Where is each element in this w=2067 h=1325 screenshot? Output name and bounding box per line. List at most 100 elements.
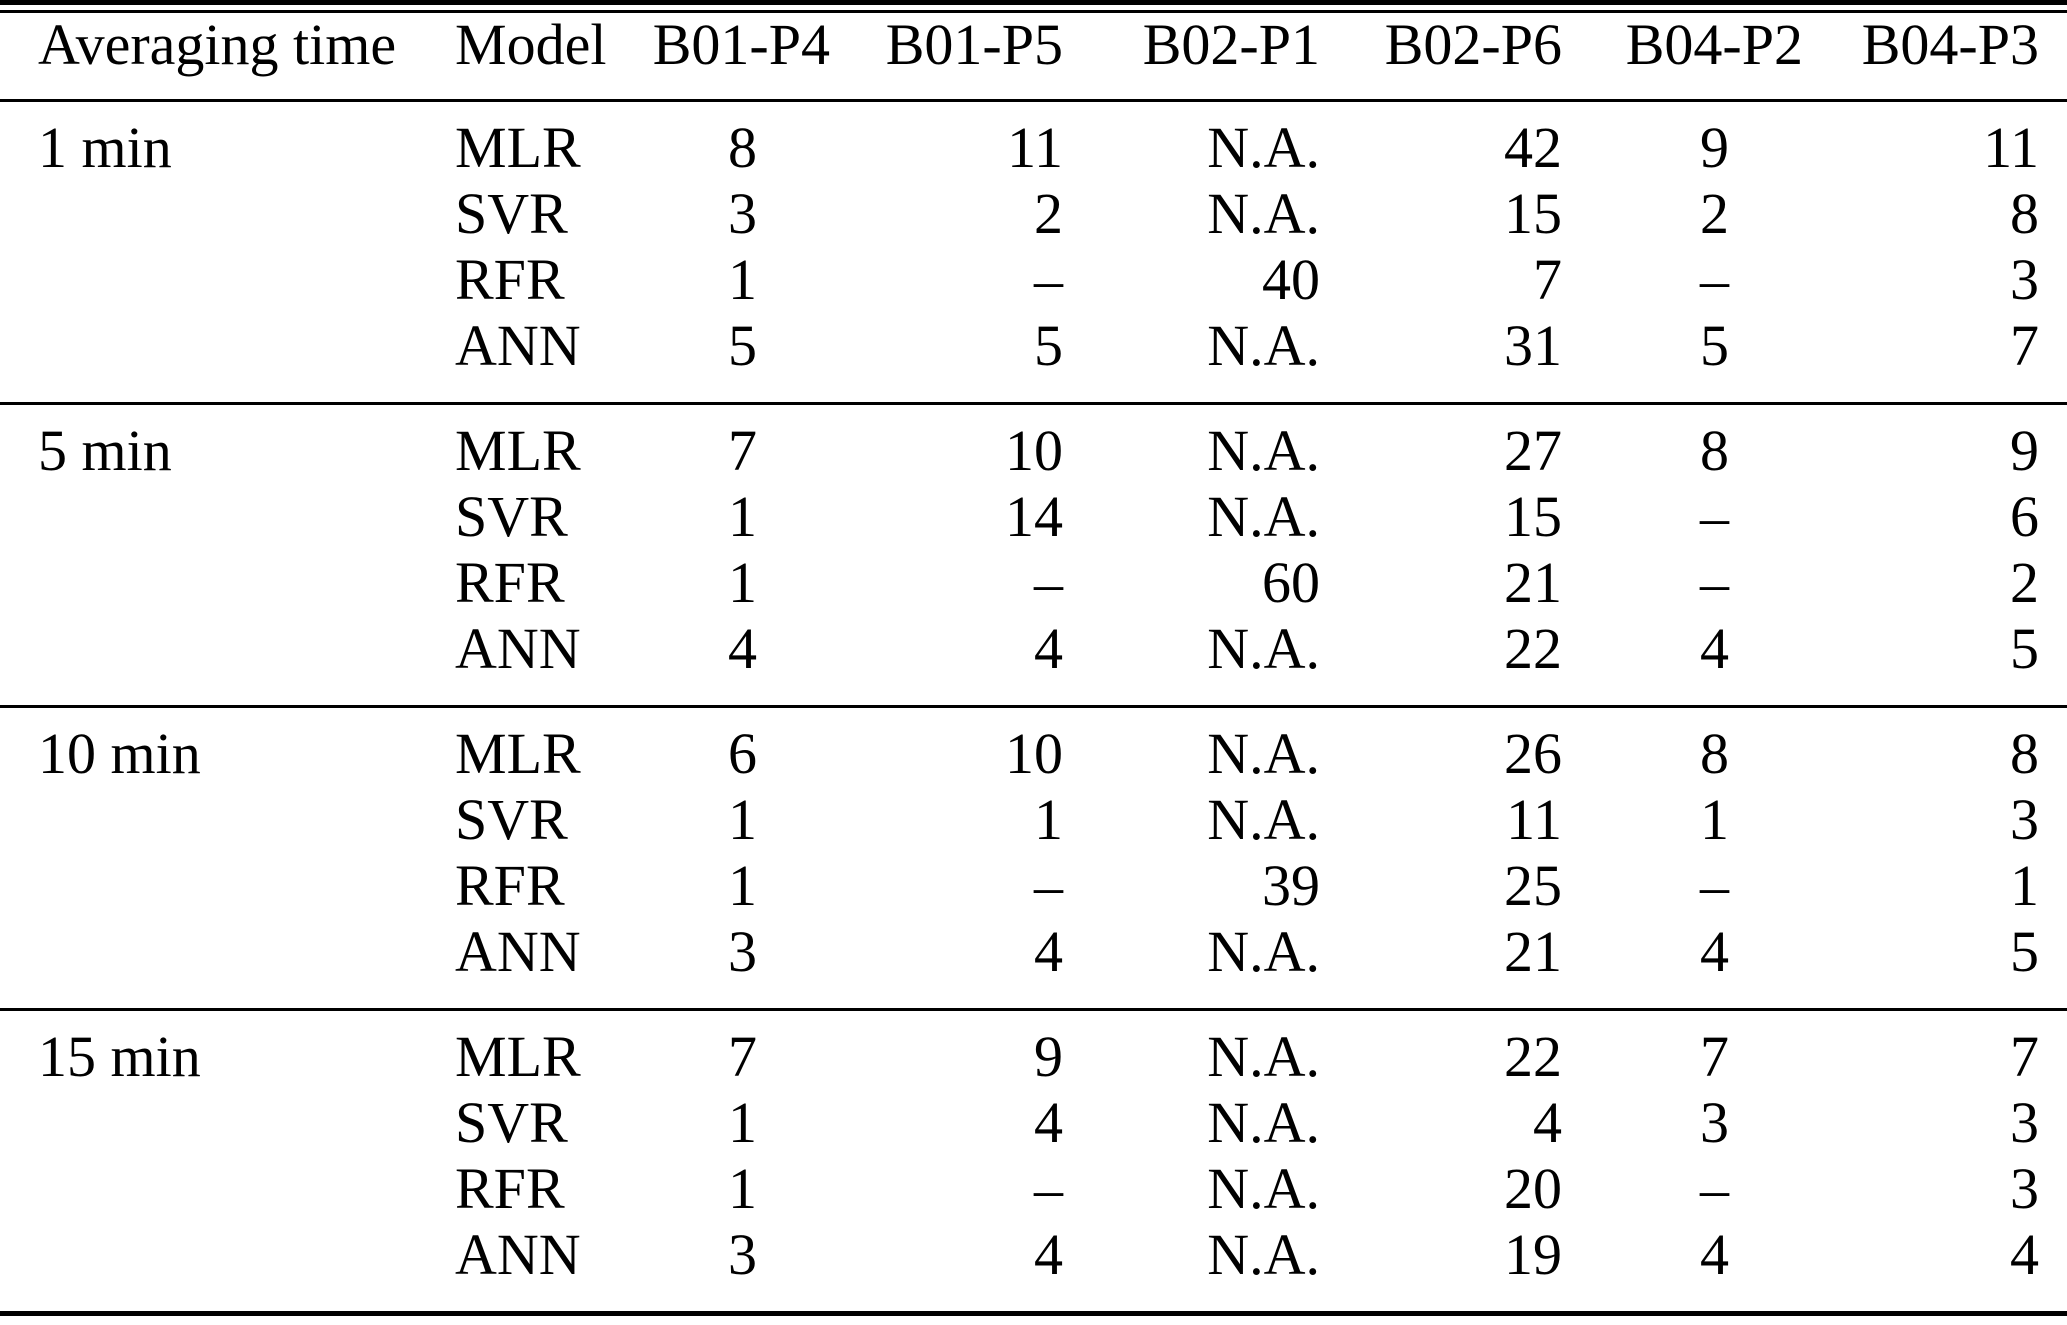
value-cell: 31 (1504, 312, 1562, 378)
value-cell: N.A. (1207, 786, 1320, 852)
time-cell: 15 min (38, 1023, 201, 1089)
value-cell: 9 (2010, 417, 2039, 483)
value-cell: N.A. (1207, 1155, 1320, 1221)
table-row: RFR 1 – 60 21 – 2 (0, 550, 2067, 616)
col-header-b01-p5: B01-P5 (885, 12, 1063, 77)
value-cell: 11 (1007, 114, 1063, 180)
value-cell: 19 (1504, 1221, 1562, 1287)
results-table: Averaging time Model B01-P4 B01-P5 B02-P… (0, 13, 2067, 1316)
table-top-rule-thick (0, 0, 2067, 5)
value-cell: 7 (2010, 1023, 2039, 1089)
table-row: ANN 3 4 N.A. 19 4 4 (0, 1222, 2067, 1314)
value-cell: 22 (1504, 615, 1562, 681)
value-cell: 26 (1504, 720, 1562, 786)
value-cell: 1 (728, 483, 757, 549)
table-header: Averaging time Model B01-P4 B01-P5 B02-P… (0, 13, 2067, 100)
value-cell: 25 (1504, 852, 1562, 918)
value-cell: 1 (728, 246, 757, 312)
value-cell: 3 (728, 918, 757, 984)
table-row: ANN 3 4 N.A. 21 4 5 (0, 919, 2067, 1010)
value-cell: 3 (1700, 1089, 1729, 1155)
value-cell: 1 (1034, 786, 1063, 852)
value-cell: 8 (1700, 720, 1729, 786)
time-cell (0, 787, 440, 853)
value-cell: – (1034, 852, 1063, 918)
table-row: 10 min MLR 6 10 N.A. 26 8 8 (0, 706, 2067, 787)
table-row: 15 min MLR 7 9 N.A. 22 7 7 (0, 1009, 2067, 1090)
value-cell: 3 (2010, 246, 2039, 312)
value-cell: 3 (728, 180, 757, 246)
value-cell: – (1700, 549, 1729, 615)
value-cell: 1 (1700, 786, 1729, 852)
model-cell: ANN (455, 615, 581, 681)
table-row: SVR 1 1 N.A. 11 1 3 (0, 787, 2067, 853)
value-cell: 7 (728, 417, 757, 483)
value-cell: 8 (728, 114, 757, 180)
value-cell: 1 (728, 852, 757, 918)
col-header-b01-p4: B01-P4 (652, 12, 830, 77)
table-row: RFR 1 – 40 7 – 3 (0, 247, 2067, 313)
table-row: SVR 3 2 N.A. 15 2 8 (0, 181, 2067, 247)
value-cell: 21 (1504, 918, 1562, 984)
value-cell: – (1034, 1155, 1063, 1221)
value-cell: – (1034, 549, 1063, 615)
col-header-b04-p2: B04-P2 (1625, 12, 1803, 77)
header-row: Averaging time Model B01-P4 B01-P5 B02-P… (0, 13, 2067, 100)
table-row: ANN 5 5 N.A. 31 5 7 (0, 313, 2067, 404)
value-cell: 4 (1700, 1221, 1729, 1287)
value-cell: 40 (1262, 246, 1320, 312)
value-cell: 2 (1700, 180, 1729, 246)
value-cell: 3 (2010, 1089, 2039, 1155)
value-cell: 4 (1034, 1089, 1063, 1155)
time-cell (0, 313, 440, 404)
model-cell: MLR (455, 417, 581, 483)
value-cell: N.A. (1207, 417, 1320, 483)
value-cell: 11 (1506, 786, 1562, 852)
value-cell: 8 (2010, 720, 2039, 786)
value-cell: 15 (1504, 483, 1562, 549)
value-cell: 7 (1533, 246, 1562, 312)
model-cell: MLR (455, 114, 581, 180)
value-cell: 5 (1034, 312, 1063, 378)
value-cell: N.A. (1207, 312, 1320, 378)
time-group-15min: 15 min MLR 7 9 N.A. 22 7 7 SVR 1 4 N.A. … (0, 1009, 2067, 1313)
value-cell: – (1700, 1155, 1729, 1221)
time-cell (0, 484, 440, 550)
value-cell: 60 (1262, 549, 1320, 615)
table-row: 5 min MLR 7 10 N.A. 27 8 9 (0, 403, 2067, 484)
value-cell: N.A. (1207, 615, 1320, 681)
value-cell: 3 (728, 1221, 757, 1287)
model-cell: SVR (455, 180, 568, 246)
model-cell: RFR (455, 246, 565, 312)
value-cell: 21 (1504, 549, 1562, 615)
value-cell: 42 (1504, 114, 1562, 180)
time-cell: 1 min (38, 114, 172, 180)
value-cell: N.A. (1207, 180, 1320, 246)
value-cell: 4 (1700, 615, 1729, 681)
value-cell: 1 (728, 1089, 757, 1155)
model-cell: MLR (455, 720, 581, 786)
model-cell: MLR (455, 1023, 581, 1089)
value-cell: 4 (1034, 615, 1063, 681)
value-cell: 5 (2010, 615, 2039, 681)
value-cell: 3 (2010, 1155, 2039, 1221)
col-header-b02-p1: B02-P1 (1142, 12, 1320, 77)
value-cell: 9 (1700, 114, 1729, 180)
value-cell: 6 (2010, 483, 2039, 549)
value-cell: 39 (1262, 852, 1320, 918)
model-cell: RFR (455, 852, 565, 918)
value-cell: 27 (1504, 417, 1562, 483)
col-header-model: Model (455, 12, 607, 77)
time-cell (0, 919, 440, 1010)
value-cell: 22 (1504, 1023, 1562, 1089)
table-row: RFR 1 – N.A. 20 – 3 (0, 1156, 2067, 1222)
value-cell: 5 (728, 312, 757, 378)
value-cell: 5 (1700, 312, 1729, 378)
value-cell: – (1700, 852, 1729, 918)
model-cell: SVR (455, 786, 568, 852)
value-cell: N.A. (1207, 1089, 1320, 1155)
time-cell (0, 1090, 440, 1156)
time-group-10min: 10 min MLR 6 10 N.A. 26 8 8 SVR 1 1 N.A.… (0, 706, 2067, 1009)
table-row: SVR 1 4 N.A. 4 3 3 (0, 1090, 2067, 1156)
value-cell: 4 (1034, 918, 1063, 984)
